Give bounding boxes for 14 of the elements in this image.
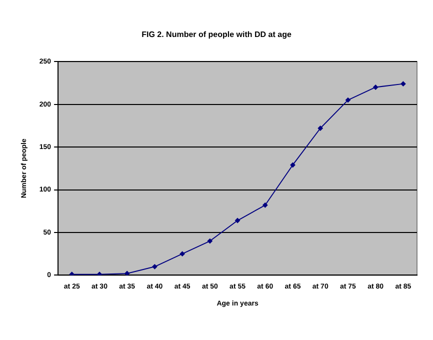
- point: [290, 162, 296, 168]
- point: [373, 84, 378, 90]
- point: [345, 98, 350, 103]
- point: [180, 251, 185, 256]
- point: [318, 126, 323, 131]
- point: [152, 264, 158, 270]
- point: [207, 238, 212, 244]
- chart-title: FIG 2. Number of people with DD at age: [142, 30, 292, 40]
- point: [96, 272, 102, 276]
- point: [262, 202, 268, 208]
- point: [400, 81, 406, 86]
- point: [124, 270, 130, 276]
- point: [235, 218, 240, 224]
- point: [69, 272, 74, 276]
